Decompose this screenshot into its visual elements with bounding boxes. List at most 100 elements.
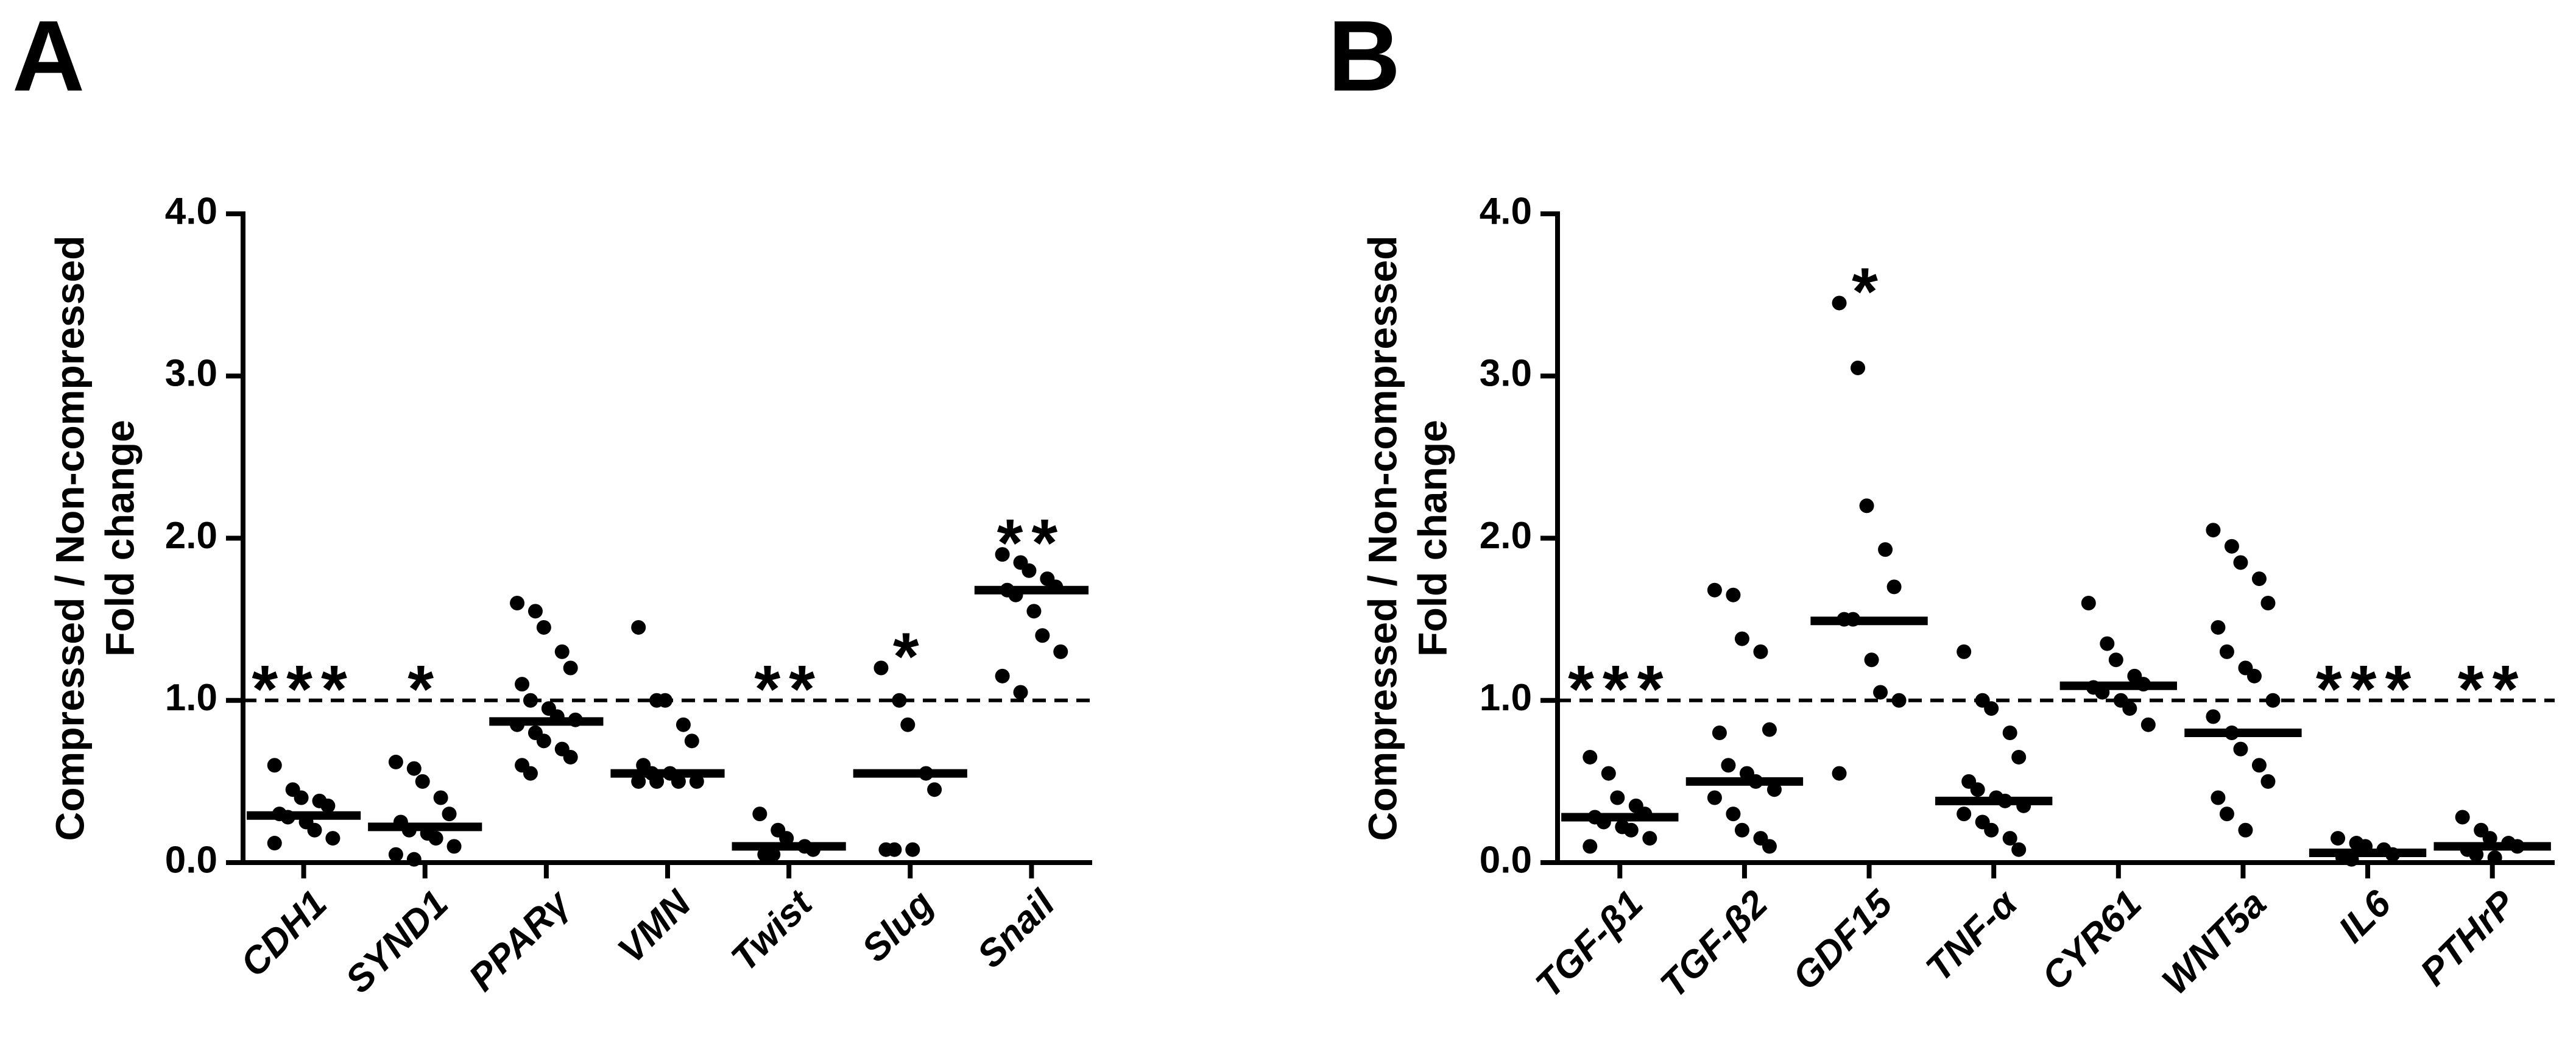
data-point	[2260, 774, 2276, 789]
significance-annotation: *	[408, 652, 442, 727]
y-tick-label: 2.0	[165, 515, 217, 557]
data-point	[267, 836, 282, 851]
data-point	[1851, 360, 1866, 375]
data-point	[1970, 782, 1985, 797]
data-point	[267, 758, 282, 773]
data-point	[515, 677, 530, 692]
data-point	[1053, 644, 1068, 659]
data-point	[1712, 726, 1727, 740]
x-tick-label: TNF-α	[1918, 881, 2027, 990]
significance-annotation: *	[893, 620, 928, 694]
data-point	[2251, 571, 2267, 587]
data-point	[1642, 831, 1657, 846]
data-point	[1832, 295, 1847, 311]
data-point	[1859, 498, 1874, 514]
data-point	[320, 798, 336, 813]
data-point	[1707, 790, 1722, 805]
data-point	[428, 831, 443, 846]
data-point	[2211, 620, 2226, 635]
data-point	[1766, 782, 1782, 797]
data-point	[887, 842, 902, 857]
y-tick-label: 0.0	[165, 839, 217, 881]
y-axis-label: Compressed / Non-compressed	[1360, 236, 1405, 841]
data-point	[2455, 810, 2470, 825]
significance-annotation: **	[2458, 652, 2527, 727]
x-tick-label: CDH1	[233, 883, 335, 985]
y-tick-label: 0.0	[1480, 839, 1532, 881]
data-point	[927, 782, 942, 797]
data-point	[2140, 717, 2156, 732]
data-point	[554, 644, 570, 659]
data-point	[388, 754, 403, 769]
x-tick-label: VMN	[610, 882, 699, 972]
data-point	[1583, 839, 1598, 854]
data-point	[1753, 644, 1768, 659]
data-point	[2219, 644, 2234, 659]
y-axis-label: Fold change	[97, 420, 142, 657]
data-point	[1984, 701, 1999, 716]
data-point	[1957, 807, 1972, 822]
data-point	[1623, 822, 1639, 838]
data-point	[1864, 652, 1879, 668]
data-point	[2206, 709, 2221, 724]
data-point	[689, 774, 704, 789]
data-point	[2011, 749, 2027, 765]
data-point	[1726, 807, 1741, 822]
significance-annotation: **	[997, 506, 1067, 581]
data-point	[1601, 766, 1616, 781]
significance-annotation: ***	[1568, 652, 1671, 727]
significance-annotation: *	[1852, 255, 1886, 330]
data-point	[1886, 579, 1902, 595]
x-tick-label: WNT5a	[2154, 883, 2274, 1003]
x-tick-label: PPARγ	[461, 881, 579, 999]
y-tick-label: 1.0	[165, 677, 217, 719]
x-tick-label: SYND1	[337, 883, 456, 1001]
data-point	[900, 717, 916, 732]
data-point	[1873, 685, 1888, 700]
data-point	[2211, 790, 2226, 805]
data-point	[1013, 685, 1028, 700]
y-tick-label: 3.0	[165, 353, 217, 395]
data-point	[1832, 766, 1847, 781]
data-point	[2246, 668, 2262, 683]
data-point	[2081, 596, 2096, 610]
data-point	[995, 668, 1010, 683]
x-tick-label: Slug	[854, 883, 942, 970]
data-point	[528, 604, 543, 619]
data-point	[1984, 822, 1999, 838]
data-point	[1734, 631, 1749, 646]
data-point	[2206, 523, 2221, 538]
data-point	[2011, 842, 2027, 857]
data-point	[1707, 582, 1722, 598]
data-point	[1891, 693, 1907, 708]
data-point	[2224, 539, 2239, 554]
data-point	[1022, 563, 1037, 578]
data-point	[2122, 701, 2137, 716]
data-point	[995, 547, 1010, 562]
y-tick-label: 2.0	[1480, 515, 1532, 557]
x-tick-label: TGF-β1	[1528, 883, 1651, 1006]
data-point	[2469, 847, 2484, 862]
x-tick-label: GDF15	[1785, 882, 1901, 998]
data-point	[1721, 758, 1736, 773]
data-point	[892, 693, 907, 708]
panel-label: A	[12, 0, 85, 112]
data-point	[2238, 822, 2253, 838]
data-point	[1878, 542, 1893, 557]
x-tick-label: CYR61	[2034, 883, 2150, 998]
y-axis-label: Fold change	[1410, 420, 1455, 657]
data-point	[406, 852, 422, 867]
x-tick-label: Snail	[969, 881, 1064, 976]
data-point	[1583, 749, 1598, 765]
data-point	[1957, 644, 1972, 659]
data-point	[2002, 831, 2017, 846]
data-point	[1026, 604, 1042, 619]
data-point	[294, 790, 309, 805]
data-point	[1726, 587, 1741, 602]
significance-annotation: ***	[252, 652, 355, 727]
data-point	[671, 774, 686, 789]
data-point	[2487, 850, 2502, 866]
y-tick-label: 4.0	[165, 190, 217, 232]
